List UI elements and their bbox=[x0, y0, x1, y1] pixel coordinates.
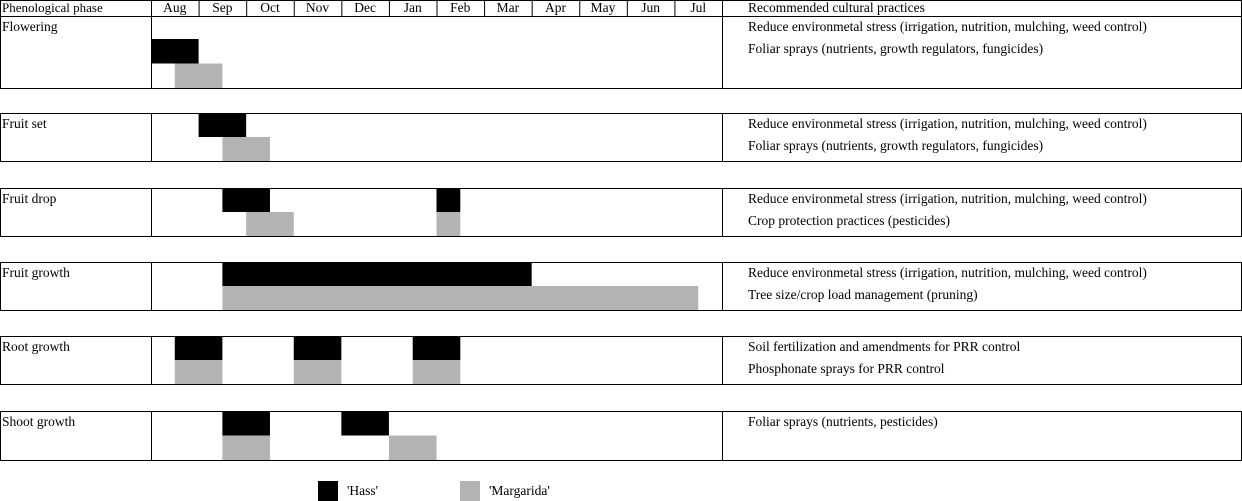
practice: Reduce environmetal stress (irrigation, … bbox=[748, 191, 1147, 206]
bar bbox=[246, 212, 294, 236]
bar bbox=[222, 435, 270, 460]
bar bbox=[222, 188, 270, 212]
month-label: Feb bbox=[450, 0, 471, 15]
bar bbox=[198, 113, 247, 137]
row-border bbox=[0, 411, 1242, 461]
bar bbox=[151, 39, 199, 64]
phase-label: Fruit growth bbox=[2, 265, 70, 280]
practice: Reduce environmetal stress (irrigation, … bbox=[748, 116, 1147, 131]
month-label: Apr bbox=[545, 0, 566, 15]
practice: Crop protection practices (pesticides) bbox=[748, 213, 950, 228]
month-label: Jun bbox=[641, 0, 660, 15]
month-label: Dec bbox=[354, 0, 376, 15]
phase-label: Fruit set bbox=[2, 116, 47, 131]
bar bbox=[222, 286, 699, 310]
practices-header: Recommended cultural practices bbox=[748, 0, 925, 15]
bar bbox=[222, 262, 532, 286]
month-label: May bbox=[591, 0, 616, 15]
month-label: Mar bbox=[497, 0, 520, 15]
practice: Soil fertilization and amendments for PR… bbox=[748, 339, 1020, 354]
month-label: Oct bbox=[260, 0, 280, 15]
bar bbox=[222, 137, 270, 161]
practice: Reduce environmetal stress (irrigation, … bbox=[748, 19, 1147, 34]
month-label: Jul bbox=[690, 0, 706, 15]
practice: Foliar sprays (nutrients, growth regulat… bbox=[748, 138, 1043, 153]
phase-label: Shoot growth bbox=[2, 414, 75, 429]
phase-label: Flowering bbox=[2, 19, 58, 34]
legend-label: 'Hass' bbox=[347, 483, 378, 498]
legend-swatch bbox=[318, 481, 338, 501]
phase-header: Phenological phase bbox=[2, 0, 103, 15]
legend-label: 'Margarida' bbox=[489, 483, 550, 498]
month-label: Sep bbox=[212, 0, 233, 15]
header-border bbox=[0, 0, 1242, 17]
bar bbox=[412, 336, 461, 360]
month-label: Nov bbox=[306, 0, 329, 15]
practice: Phosphonate sprays for PRR control bbox=[748, 361, 945, 376]
legend-swatch bbox=[460, 481, 480, 501]
bar bbox=[436, 188, 461, 212]
month-label: Aug bbox=[163, 0, 186, 15]
phase-label: Root growth bbox=[2, 339, 70, 354]
bar bbox=[174, 336, 223, 360]
bar bbox=[341, 411, 389, 436]
bar bbox=[174, 360, 223, 384]
practice: Foliar sprays (nutrients, growth regulat… bbox=[748, 41, 1043, 56]
bar bbox=[174, 63, 223, 88]
bar bbox=[222, 411, 270, 436]
bar bbox=[388, 435, 437, 460]
bar bbox=[412, 360, 461, 384]
practice: Foliar sprays (nutrients, pesticides) bbox=[748, 414, 938, 429]
month-label: Jan bbox=[404, 0, 422, 15]
practice: Reduce environmetal stress (irrigation, … bbox=[748, 265, 1147, 280]
practice: Tree size/crop load management (pruning) bbox=[748, 287, 978, 302]
bar bbox=[436, 212, 461, 236]
phase-label: Fruit drop bbox=[2, 191, 57, 206]
bar bbox=[293, 336, 342, 360]
bar bbox=[293, 360, 342, 384]
